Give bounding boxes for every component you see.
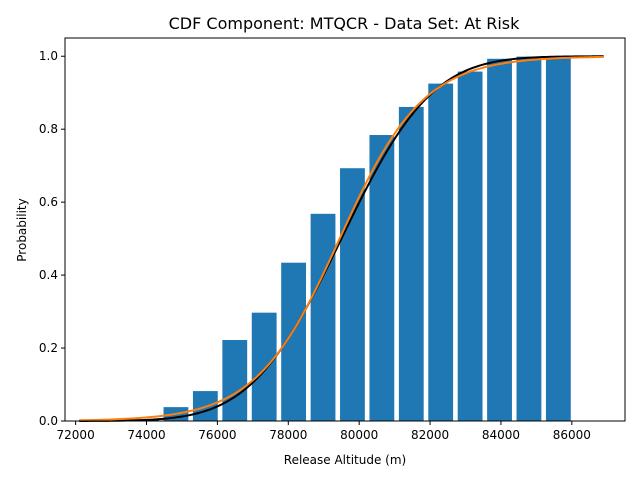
x-tick-label: 72000 [57, 428, 95, 442]
y-axis: 0.0 0.2 0.4 0.6 0.8 1.0 [39, 49, 65, 428]
bar-series [134, 56, 571, 422]
fitted-cdf-line [79, 55, 604, 422]
y-tick-label: 0.8 [39, 122, 58, 136]
x-tick-label: 80000 [340, 428, 378, 442]
y-tick-label: 0.0 [39, 414, 58, 428]
x-tick-label: 76000 [198, 428, 236, 442]
x-tick-label: 86000 [553, 428, 591, 442]
bar [428, 83, 454, 421]
y-tick-label: 1.0 [39, 49, 58, 63]
normal-cdf-line [79, 55, 604, 422]
bar [369, 135, 395, 421]
x-tick-label: 82000 [411, 428, 449, 442]
x-tick-label: 74000 [127, 428, 165, 442]
x-axis: 72000 74000 76000 78000 80000 82000 84000 86000 [57, 421, 591, 442]
bar [310, 213, 336, 421]
bar [251, 312, 277, 421]
bar [398, 106, 424, 421]
y-tick-label: 0.4 [39, 268, 58, 282]
x-tick-label: 84000 [482, 428, 520, 442]
x-tick-label: 78000 [269, 428, 307, 442]
chart-title: CDF Component: MTQCR - Data Set: At Risk [169, 14, 521, 33]
bar [222, 340, 248, 421]
plot-frame [64, 37, 626, 422]
bar [340, 168, 365, 421]
bar [516, 56, 542, 422]
bar [457, 71, 483, 421]
bar [487, 58, 512, 421]
y-axis-label: Probability [15, 198, 29, 261]
bar [545, 56, 571, 422]
y-tick-label: 0.6 [39, 195, 58, 209]
x-axis-label: Release Altitude (m) [284, 453, 406, 467]
line-series [79, 55, 604, 422]
y-tick-label: 0.2 [39, 341, 58, 355]
